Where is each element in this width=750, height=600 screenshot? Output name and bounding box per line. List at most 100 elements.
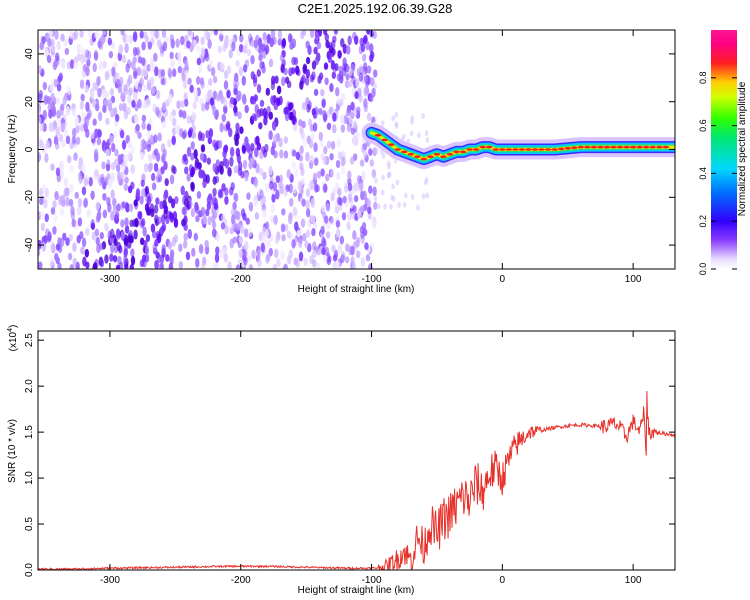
noise-blob [133,92,138,102]
noise-blob [65,237,70,246]
noise-blob [77,197,83,208]
noise-blob [326,140,332,149]
noise-blob [224,158,230,169]
noise-blob [73,61,78,69]
noise-blob [220,214,226,223]
noise-blob [298,119,303,127]
noise-blob [187,129,193,138]
noise-blob [281,208,286,216]
noise-blob [349,156,355,165]
noise-blob [357,210,362,219]
noise-blob [279,185,284,194]
spectrogram-heatmap [38,30,430,269]
ridge-peak-mark [571,146,578,150]
noise-blob [381,153,386,160]
noise-blob [280,250,285,261]
noise-blob [336,229,341,238]
noise-blob [44,213,49,223]
colorbar-tick-label: 0.0 [698,263,708,276]
noise-blob [140,68,145,77]
noise-blob [84,49,90,58]
noise-blob [116,171,122,182]
ridge-peak-mark [584,145,591,149]
noise-blob [279,149,284,159]
noise-blob [44,46,49,56]
noise-blob [208,88,214,99]
noise-blob [149,58,155,66]
ridge-peak-mark [525,148,532,151]
noise-blob [122,33,127,44]
noise-blob [353,195,359,203]
noise-blob [146,143,152,152]
noise-blob [130,181,135,190]
noise-blob [238,248,243,259]
noise-blob [163,160,168,171]
noise-blob [279,54,285,62]
noise-blob [283,136,289,144]
noise-blob [268,130,273,141]
noise-blob [332,254,338,262]
noise-blob [310,214,316,224]
noise-blob [302,136,307,147]
spectrogram-x-tick-label: -300 [100,274,120,285]
noise-blob [424,179,428,186]
noise-blob [110,107,115,118]
noise-blob [161,222,167,232]
noise-blob [124,217,129,227]
noise-blob [94,128,99,139]
noise-blob [311,60,317,70]
noise-blob [163,209,168,220]
noise-blob [360,43,366,53]
noise-blob [186,40,191,49]
noise-blob [353,120,358,130]
noise-blob [207,193,213,201]
noise-blob [355,131,360,140]
ridge-peak-mark [433,152,441,156]
noise-blob [124,176,129,184]
noise-blob [189,84,194,93]
noise-blob [347,35,352,46]
snr-x-tick-label: -300 [100,575,120,586]
noise-blob [200,206,206,217]
noise-blob [71,218,76,228]
noise-blob [242,64,248,73]
noise-blob [287,32,293,44]
noise-blob [150,30,155,38]
noise-blob [258,122,263,130]
noise-blob [313,142,318,153]
noise-blob [330,217,335,226]
noise-blob [60,59,66,69]
noise-blob [72,127,77,138]
noise-blob [347,182,353,192]
noise-blob [262,32,267,42]
noise-blob [143,240,148,248]
noise-blob [156,168,162,178]
noise-blob [262,171,267,180]
ridge-peak-mark [564,147,571,150]
noise-blob [160,77,165,86]
noise-blob [312,250,317,259]
noise-blob [110,142,116,153]
noise-blob [180,100,185,108]
noise-blob [134,114,139,125]
noise-blob [289,197,294,207]
snr-x-tick-label: 0 [500,575,506,586]
ridge-peak-mark [459,150,467,154]
noise-blob [66,86,72,96]
noise-blob [153,162,159,172]
noise-blob [85,101,90,112]
noise-blob [38,64,43,74]
noise-blob [57,262,62,269]
noise-blob [154,259,159,269]
noise-blob [221,183,226,192]
noise-blob [69,264,74,269]
noise-blob [102,192,107,201]
noise-blob [145,234,151,243]
noise-blob [145,97,151,106]
noise-blob [330,169,335,178]
noise-blob [178,109,183,118]
noise-blob [215,246,220,255]
noise-blob [270,75,276,85]
noise-blob [224,224,229,235]
noise-blob [253,178,259,189]
